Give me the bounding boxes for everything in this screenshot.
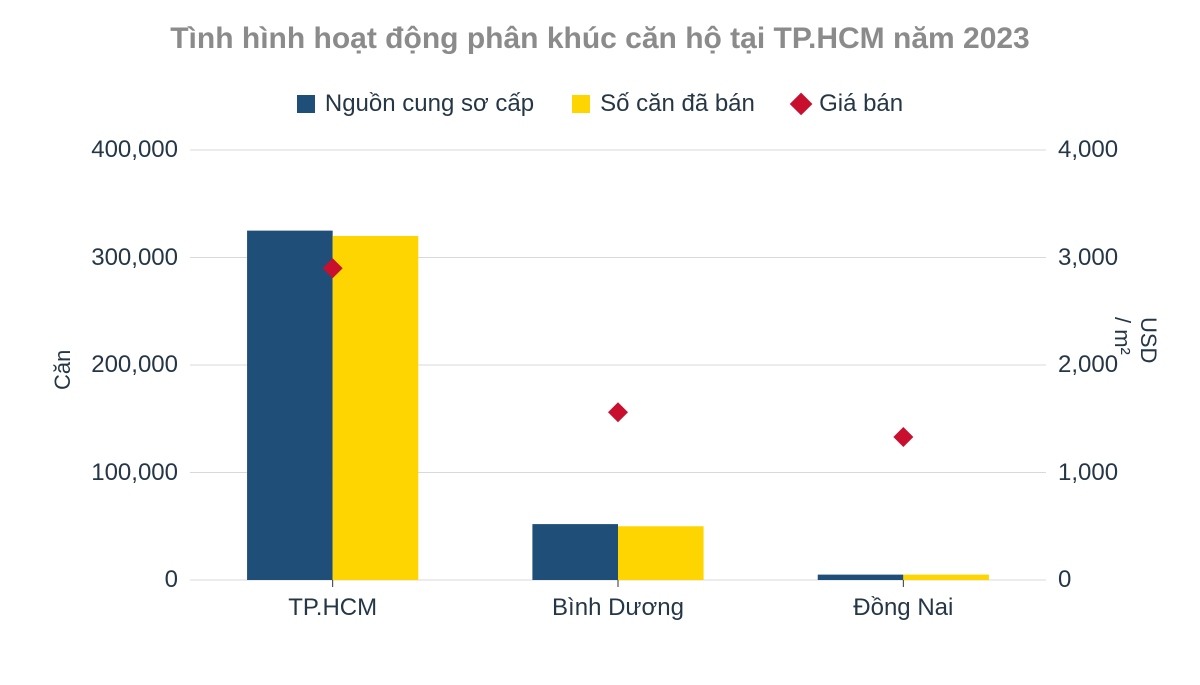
square-icon: [297, 95, 315, 113]
legend-item: Số căn đã bán: [572, 90, 755, 118]
square-icon: [572, 95, 590, 113]
legend-item: Nguồn cung sơ cấp: [297, 90, 534, 118]
y-right-tick-label: 3,000: [1058, 244, 1118, 272]
diamond-icon: [893, 427, 913, 447]
legend-label: Giá bán: [819, 90, 903, 118]
bar-sold: [903, 575, 989, 580]
x-category-label: Bình Dương: [475, 594, 760, 622]
plot-area: [190, 150, 1046, 580]
legend-item: Giá bán: [793, 90, 903, 118]
bar-sold: [333, 236, 419, 580]
y-axis-left-title: Căn: [50, 350, 76, 390]
x-category-label: Đồng Nai: [761, 594, 1046, 622]
y-right-tick-label: 2,000: [1058, 351, 1118, 379]
legend-label: Số căn đã bán: [600, 90, 755, 118]
x-category-label: TP.HCM: [190, 594, 475, 622]
y-left-tick-label: 0: [165, 566, 178, 594]
bar-supply: [532, 524, 618, 580]
diamond-icon: [790, 93, 813, 116]
bar-supply: [818, 575, 904, 580]
y-right-tick-label: 4,000: [1058, 136, 1118, 164]
diamond-icon: [608, 402, 628, 422]
y-left-tick-label: 300,000: [91, 244, 178, 272]
bar-sold: [618, 526, 704, 580]
y-left-tick-label: 200,000: [91, 351, 178, 379]
chart-root: Tình hình hoạt động phân khúc căn hộ tại…: [0, 0, 1200, 685]
y-left-tick-label: 400,000: [91, 136, 178, 164]
y-right-tick-label: 0: [1058, 566, 1071, 594]
legend-label: Nguồn cung sơ cấp: [325, 90, 534, 118]
chart-title: Tình hình hoạt động phân khúc căn hộ tại…: [0, 22, 1200, 56]
legend: Nguồn cung sơ cấp Số căn đã bán Giá bán: [0, 90, 1200, 118]
y-left-tick-label: 100,000: [91, 459, 178, 487]
bar-supply: [247, 231, 333, 580]
y-right-tick-label: 1,000: [1058, 459, 1118, 487]
